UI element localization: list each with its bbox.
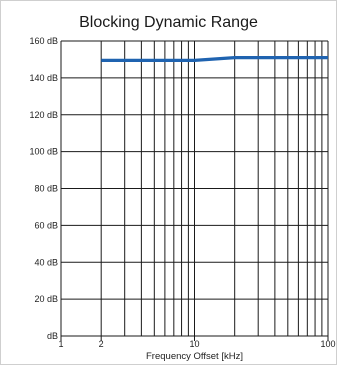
y-tick-label: 100 dB [29, 147, 58, 157]
y-tick-label: 60 dB [34, 220, 58, 230]
chart-title: Blocking Dynamic Range [79, 14, 258, 31]
y-tick-label: 120 dB [29, 110, 58, 120]
x-tick-label: 100 [320, 339, 335, 349]
y-tick-label: 80 dB [34, 184, 58, 194]
series-layer [101, 55, 328, 63]
y-tick-labels: dB 20 dB 40 dB 60 dB 80 dB 100 dB 120 dB 140 dB… [29, 36, 58, 341]
x-axis-label: Frequency Offset [kHz] [146, 351, 243, 362]
y-tick-label: 40 dB [34, 257, 58, 267]
x-tick-label: 2 [99, 339, 104, 349]
y-tick-label: 20 dB [34, 294, 58, 304]
x-tick-labels: 1 2 10 100 [58, 339, 335, 349]
x-tick-label: 1 [58, 339, 63, 349]
grid [60, 40, 329, 341]
y-tick-label: dB [47, 331, 58, 341]
y-tick-label: 140 dB [29, 73, 58, 83]
series-line [101, 55, 328, 63]
x-tick-label: 10 [189, 339, 199, 349]
y-tick-label: 160 dB [29, 36, 58, 46]
